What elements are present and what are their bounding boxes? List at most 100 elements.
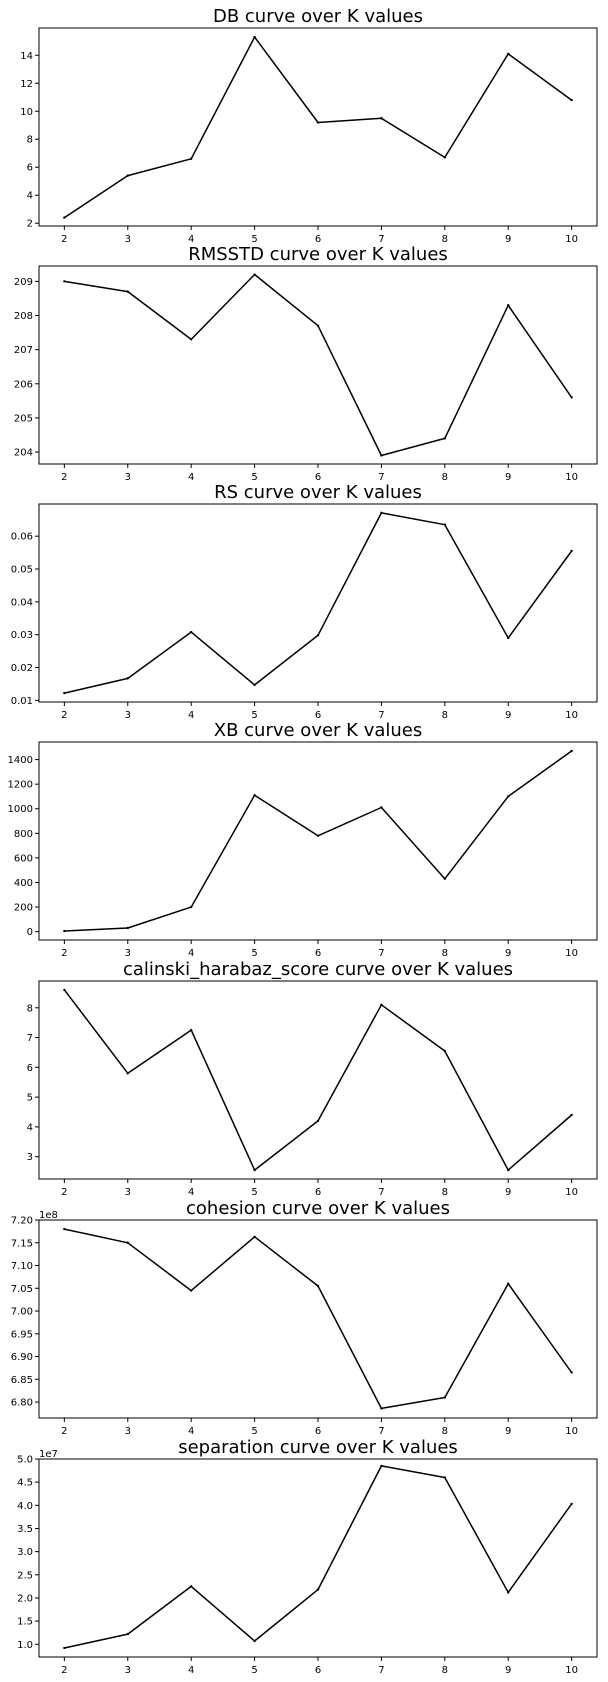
series-line [64,750,573,932]
y-tick-label: 6 [27,163,33,174]
x-tick-label: 10 [565,1665,578,1676]
data-point [380,1464,383,1468]
x-tick-label: 4 [188,1665,194,1676]
x-tick-label: 6 [315,1187,321,1198]
y-tick-label: 0.06 [11,532,33,543]
x-tick-label: 5 [251,472,257,483]
chart-panel: RMSSTD curve over K values 2 3 4 5 6 7 8 9 10 204 2… [14,244,598,483]
x-tick-label: 2 [61,1426,67,1437]
y-tick-label: 4 [27,1122,33,1133]
x-tick-label: 9 [505,1187,511,1198]
plot-frame [38,1219,598,1419]
data-point [63,1646,66,1650]
chart-title: calinski_harabaz_score curve over K valu… [123,959,513,980]
chart-title: XB curve over K values [214,720,423,741]
data-point [380,454,383,457]
series-line [64,1228,573,1410]
x-tick-label: 6 [315,234,321,245]
data-point [126,290,129,293]
y-tick-label: 5.0 [17,1455,33,1466]
series-line [64,273,573,457]
data-point [507,304,510,307]
data-point [570,98,573,102]
series-line [63,989,573,1171]
data-point [507,1168,510,1172]
x-tick-label: 5 [251,1665,257,1676]
x-tick-label: 8 [442,1187,448,1198]
x-tick-label: 6 [315,1426,321,1437]
data-point [189,1585,193,1588]
data-point [443,437,447,440]
chart-panel: calinski_harabaz_score curve over K valu… [27,959,598,1198]
data-point [316,1119,320,1123]
data-point [443,523,447,526]
y-tick-label: 0.01 [11,696,33,707]
y-tick-label: 4 [27,191,33,202]
data-point [253,1168,256,1172]
chart-title: RS curve over K values [214,482,422,503]
x-tick-label: 2 [61,1665,67,1676]
y-tick-label: 2.0 [17,1593,33,1604]
x-tick-label: 3 [125,1187,131,1198]
data-point [189,630,193,634]
plot-frame [38,980,598,1180]
x-tick-label: 8 [442,710,448,721]
data-point [570,1502,573,1506]
data-point [189,338,193,341]
chart-title: separation curve over K values [178,1437,458,1458]
y-tick-label: 1400 [8,755,33,766]
x-tick-label: 10 [565,472,578,483]
chart-title: DB curve over K values [213,6,423,27]
plot-frame [38,1458,598,1658]
x-tick-label: 10 [565,234,578,245]
x-tick-label: 8 [442,234,448,245]
x-tick-label: 7 [378,1665,384,1676]
x-tick-label: 6 [315,472,321,483]
y-tick-label: 6.90 [11,1352,33,1363]
x-tick-label: 6 [315,948,321,959]
y-tick-label: 204 [14,448,33,459]
data-point [189,905,193,909]
y-tick-label: 0 [27,927,33,938]
data-point [380,511,383,515]
y-tick-label: 0.02 [11,663,33,674]
y-tick-label: 7.05 [11,1284,33,1295]
x-tick-label: 9 [505,234,511,245]
y-tick-label: 209 [14,277,33,288]
plot-frame [38,741,598,941]
data-point [316,1284,320,1288]
y-tick-label: 6.80 [11,1398,33,1409]
data-point [63,216,66,219]
y-tick-label: 7 [27,1033,33,1044]
data-point [253,35,256,39]
data-point [570,396,573,399]
data-point [189,1289,193,1292]
data-point [253,273,256,276]
data-point [570,1371,573,1374]
y-tick-label: 207 [14,345,33,356]
y-tick-label: 3 [27,1152,33,1163]
y-tick-label: 3.5 [17,1524,33,1535]
y-tick-label: 1000 [8,804,33,815]
x-tick-label: 8 [442,472,448,483]
y-tick-label: 7.00 [11,1307,33,1318]
y-tick-label: 6 [27,1063,33,1074]
data-point [126,926,129,930]
y-tick-label: 2.5 [17,1570,33,1581]
data-point [507,52,510,56]
y-tick-label: 14 [20,51,33,62]
x-tick-label: 7 [378,234,384,245]
data-point [380,117,383,120]
data-point [253,1639,256,1643]
x-tick-label: 4 [188,1426,194,1437]
y-tick-label: 1.5 [17,1617,33,1628]
y-tick-label: 8 [27,1003,33,1014]
data-point [316,1588,320,1591]
y-tick-label: 8 [27,135,33,146]
y-tick-label: 4.5 [17,1478,33,1489]
chart-panel: separation curve over K values 2 3 4 5 6 7 8 9 10… [17,1437,598,1676]
y-tick-label: 10 [20,107,33,118]
data-point [380,1003,383,1007]
x-tick-label: 3 [125,472,131,483]
y-tick-label: 400 [14,878,33,889]
